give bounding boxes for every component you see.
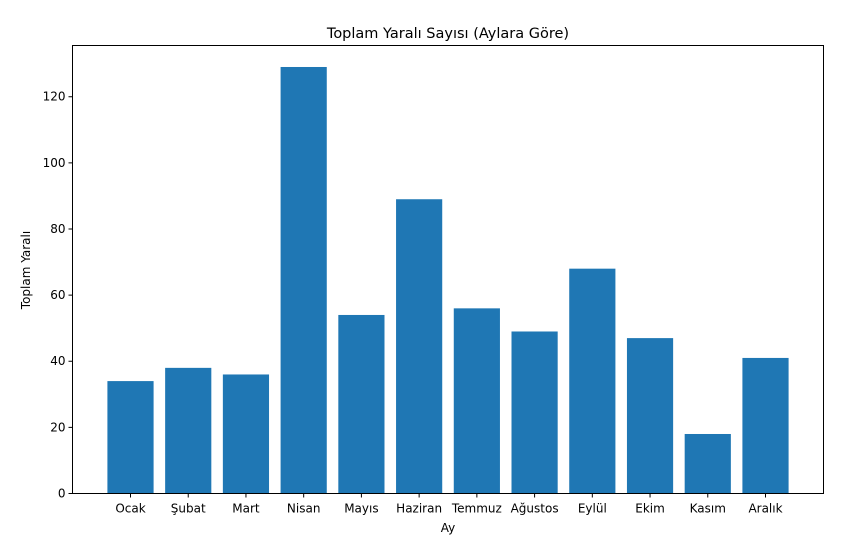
bar — [569, 268, 616, 494]
bar — [107, 381, 154, 494]
bars-group — [107, 66, 789, 494]
x-tick-label: Aralık — [748, 502, 782, 516]
x-tick-label: Temmuz — [451, 502, 502, 516]
bar — [453, 308, 500, 494]
y-tick-label: 40 — [50, 354, 65, 368]
x-tick-label: Kasım — [690, 502, 726, 516]
x-tick-label: Nisan — [287, 502, 321, 516]
y-tick-label: 20 — [50, 420, 65, 434]
y-tick-label: 60 — [50, 288, 65, 302]
bar — [338, 314, 385, 494]
bar — [511, 331, 558, 494]
x-axis-ticks: Ocak Şubat Mart Nisan Mayıs Haziran Temmuz Ağus… — [115, 493, 783, 516]
plot-frame — [72, 45, 824, 494]
x-tick-label: Ocak — [115, 502, 145, 516]
bar — [684, 433, 731, 494]
x-tick-label: Haziran — [396, 502, 442, 516]
chart-title: Toplam Yaralı Sayısı (Aylara Göre) — [326, 26, 569, 42]
x-tick-label: Eylül — [578, 502, 607, 516]
x-tick-label: Mart — [232, 502, 260, 516]
y-tick-label: 80 — [50, 222, 65, 236]
y-tick-label: 120 — [43, 90, 66, 104]
x-tick-label: Ekim — [635, 502, 665, 516]
y-axis-label: Toplam Yaralı — [19, 231, 33, 310]
y-tick-label: 100 — [43, 156, 66, 170]
x-axis-label: Ay — [441, 521, 456, 535]
y-axis-ticks: 0 20 40 60 80 100 120 — [43, 90, 73, 501]
bar — [742, 357, 789, 494]
bar — [626, 338, 674, 494]
bar — [222, 374, 270, 494]
x-tick-label: Şubat — [171, 502, 206, 516]
x-tick-label: Ağustos — [511, 502, 559, 516]
y-tick-label: 0 — [58, 487, 66, 501]
bar — [396, 199, 443, 494]
bar — [280, 66, 327, 494]
x-tick-label: Mayıs — [344, 502, 378, 516]
bar — [165, 367, 212, 494]
